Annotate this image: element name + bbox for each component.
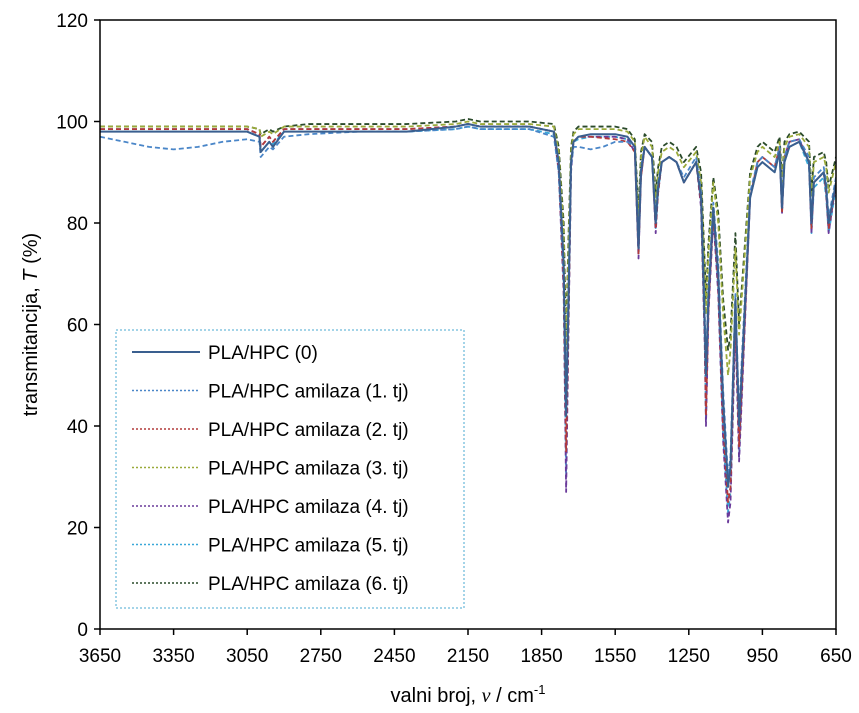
x-tick-label: 2450	[373, 646, 415, 667]
x-tick-label: 2750	[300, 646, 342, 667]
series-line-1	[100, 125, 836, 478]
legend-label-4: PLA/HPC amilaza (4. tj)	[208, 497, 409, 518]
x-tick-label: 1250	[668, 646, 710, 667]
x-axis-title: valni broj, ν / cm-1	[391, 682, 546, 707]
y-tick-label: 40	[67, 417, 88, 438]
y-tick-label: 80	[67, 214, 88, 235]
x-tick-label: 2150	[447, 646, 489, 667]
y-tick-label: 20	[67, 519, 88, 540]
legend-label-3: PLA/HPC amilaza (3. tj)	[208, 459, 409, 480]
axes: 0 20 40 60 80 100 120 3650 3350 3050 2750 2450 2150 1…	[20, 11, 852, 707]
x-tick-label: 950	[747, 646, 779, 667]
plot-area	[100, 118, 836, 524]
x-tick-label: 1850	[520, 646, 562, 667]
x-tick-label: 1550	[594, 646, 636, 667]
legend-label-5: PLA/HPC amilaza (5. tj)	[208, 536, 409, 557]
legend-label-1: PLA/HPC amilaza (1. tj)	[208, 382, 409, 403]
y-tick-label: 120	[56, 11, 88, 32]
x-tick-label: 3350	[152, 646, 194, 667]
y-tick-label: 100	[56, 113, 88, 134]
y-tick-label: 0	[77, 620, 88, 641]
x-tick-label: 3650	[79, 646, 121, 667]
series-line-6	[100, 118, 836, 351]
y-axis-title: transmitancija, T (%)	[20, 233, 42, 416]
series-line-0	[100, 123, 836, 488]
series-group	[100, 118, 836, 524]
y-tick-label: 60	[67, 316, 88, 337]
legend-label-2: PLA/HPC amilaza (2. tj)	[208, 420, 409, 441]
legend-label-0: PLA/HPC (0)	[208, 343, 318, 364]
legend: PLA/HPC (0) PLA/HPC amilaza (1. tj) PLA/HP…	[115, 329, 465, 609]
legend-box	[115, 329, 465, 609]
x-tick-label: 3050	[226, 646, 268, 667]
x-tick-label: 650	[820, 646, 852, 667]
legend-label-6: PLA/HPC amilaza (6. tj)	[208, 574, 409, 595]
